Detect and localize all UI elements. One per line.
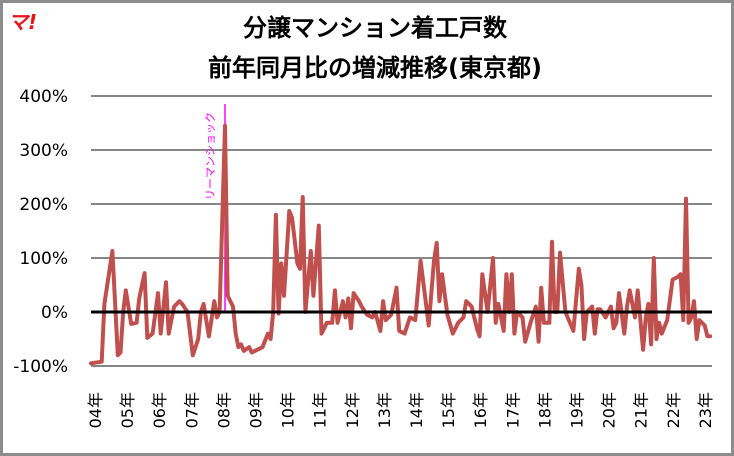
chart-title-line-2: 前年同月比の増減推移(東京都) [208,54,542,82]
x-tick-label: 20年 [600,392,619,428]
x-tick-label: 22年 [664,392,683,428]
logo: マ! [8,10,38,34]
x-tick-label: 14年 [407,392,426,428]
x-tick-label: 09年 [247,392,266,428]
series-line [89,123,713,366]
x-tick-label: 17年 [503,392,522,428]
x-tick-label: 21年 [632,392,651,428]
x-tick-label: 07年 [182,392,201,428]
x-tick-label: 23年 [696,392,715,428]
x-tick-label: 06年 [150,392,169,428]
x-tick-label: 15年 [439,392,458,428]
x-tick-label: 12年 [343,392,362,428]
x-tick-label: 08年 [214,392,233,428]
x-tick-label: 05年 [118,392,137,428]
y-tick-label: -100% [13,357,68,377]
y-tick-label: 400% [19,87,68,107]
y-tick-label: 300% [19,141,68,161]
x-tick-label: 10年 [279,392,298,428]
y-tick-label: 200% [19,195,68,215]
x-tick-label: 19年 [568,392,587,428]
x-tick-label: 11年 [311,392,330,428]
y-tick-label: 0% [41,303,68,323]
x-tick-label: 04年 [86,392,105,428]
x-tick-label: 13年 [375,392,394,428]
chart-title-line-1: 分譲マンション着工戸数 [243,14,507,42]
x-tick-label: 16年 [471,392,490,428]
annotation-label: リーマンショック [204,112,217,200]
y-tick-label: 100% [19,249,68,269]
x-tick-label: 18年 [535,392,554,428]
